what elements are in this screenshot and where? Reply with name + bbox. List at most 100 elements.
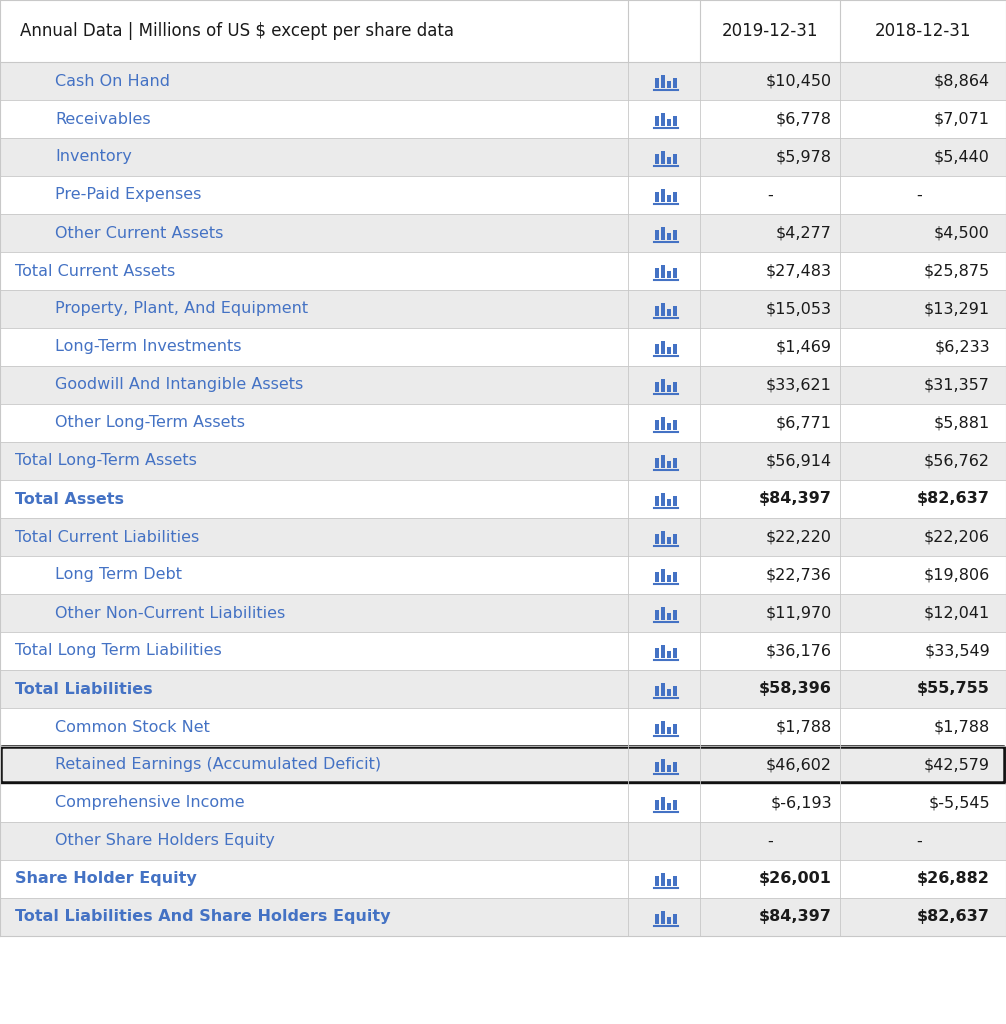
Bar <box>673 913 677 924</box>
Text: $58,396: $58,396 <box>760 682 832 696</box>
Bar <box>667 916 671 924</box>
Bar <box>0 138 1006 176</box>
Bar <box>655 78 659 87</box>
Bar <box>655 876 659 886</box>
Bar <box>661 493 665 506</box>
Bar <box>667 688 671 695</box>
Bar <box>673 305 677 315</box>
Bar <box>661 606 665 620</box>
Bar <box>0 518 1006 556</box>
Text: $22,220: $22,220 <box>766 529 832 545</box>
Text: $13,291: $13,291 <box>924 301 990 316</box>
Bar <box>0 670 1006 708</box>
Bar <box>661 683 665 695</box>
Bar <box>661 455 665 468</box>
Text: $25,875: $25,875 <box>924 263 990 279</box>
Text: Other Share Holders Equity: Other Share Holders Equity <box>55 834 275 849</box>
Bar <box>0 442 1006 480</box>
Bar <box>0 822 1006 860</box>
Bar <box>667 765 671 771</box>
Bar <box>0 176 1006 214</box>
Bar <box>661 797 665 810</box>
Text: $26,882: $26,882 <box>917 871 990 887</box>
Bar <box>0 214 1006 252</box>
Bar <box>0 404 1006 442</box>
Text: $5,440: $5,440 <box>935 150 990 165</box>
Bar <box>655 685 659 695</box>
Text: 2019-12-31: 2019-12-31 <box>721 22 818 40</box>
Text: Total Current Assets: Total Current Assets <box>15 263 175 279</box>
Text: $-6,193: $-6,193 <box>771 796 832 811</box>
Text: Goodwill And Intangible Assets: Goodwill And Intangible Assets <box>55 378 303 392</box>
Bar <box>661 759 665 771</box>
Bar <box>661 226 665 240</box>
Bar <box>673 685 677 695</box>
Text: $8,864: $8,864 <box>934 74 990 88</box>
Bar <box>0 100 1006 138</box>
Bar <box>673 267 677 278</box>
Bar <box>655 420 659 429</box>
Text: $27,483: $27,483 <box>766 263 832 279</box>
Text: Long Term Debt: Long Term Debt <box>55 567 182 583</box>
Text: $26,001: $26,001 <box>760 871 832 887</box>
Bar <box>667 612 671 620</box>
Bar <box>655 343 659 353</box>
Bar <box>0 62 1006 100</box>
Bar <box>667 423 671 429</box>
Bar <box>673 762 677 771</box>
Text: Total Liabilities: Total Liabilities <box>15 682 153 696</box>
Text: $19,806: $19,806 <box>924 567 990 583</box>
Text: Other Non-Current Liabilities: Other Non-Current Liabilities <box>55 605 286 621</box>
Bar <box>673 534 677 544</box>
Bar <box>661 341 665 353</box>
Text: $7,071: $7,071 <box>934 112 990 127</box>
Bar <box>655 229 659 240</box>
Text: $84,397: $84,397 <box>760 909 832 925</box>
Text: Share Holder Equity: Share Holder Equity <box>15 871 197 887</box>
Bar <box>655 191 659 202</box>
Bar <box>667 537 671 544</box>
Text: $12,041: $12,041 <box>924 605 990 621</box>
Bar <box>655 382 659 391</box>
Bar <box>0 290 1006 328</box>
Bar <box>667 726 671 733</box>
Bar <box>661 113 665 126</box>
Text: $-5,545: $-5,545 <box>929 796 990 811</box>
Bar <box>667 270 671 278</box>
Bar <box>673 458 677 468</box>
Text: $5,881: $5,881 <box>934 416 990 430</box>
Text: -: - <box>768 834 773 849</box>
Bar <box>661 151 665 164</box>
Text: $31,357: $31,357 <box>925 378 990 392</box>
Bar <box>661 644 665 657</box>
Bar <box>673 876 677 886</box>
Text: Property, Plant, And Equipment: Property, Plant, And Equipment <box>55 301 308 316</box>
Text: $84,397: $84,397 <box>760 492 832 507</box>
Bar <box>661 910 665 924</box>
Text: -: - <box>916 187 921 203</box>
Bar <box>0 898 1006 936</box>
Bar <box>667 803 671 810</box>
Bar <box>0 0 1006 62</box>
Bar <box>673 496 677 506</box>
Bar <box>0 784 1006 822</box>
Bar <box>661 264 665 278</box>
Bar <box>667 650 671 657</box>
Text: $1,788: $1,788 <box>934 720 990 734</box>
Bar <box>667 308 671 315</box>
Bar <box>673 191 677 202</box>
Bar <box>673 647 677 657</box>
Text: $82,637: $82,637 <box>917 492 990 507</box>
Bar <box>667 384 671 391</box>
Bar <box>667 119 671 126</box>
Bar <box>667 346 671 353</box>
Text: $56,762: $56,762 <box>924 454 990 469</box>
Text: Long-Term Investments: Long-Term Investments <box>55 340 241 354</box>
Bar <box>667 461 671 468</box>
Bar <box>667 81 671 87</box>
Text: $6,778: $6,778 <box>776 112 832 127</box>
Text: $36,176: $36,176 <box>766 643 832 658</box>
Bar <box>0 860 1006 898</box>
Text: Receivables: Receivables <box>55 112 151 127</box>
Bar <box>667 195 671 202</box>
